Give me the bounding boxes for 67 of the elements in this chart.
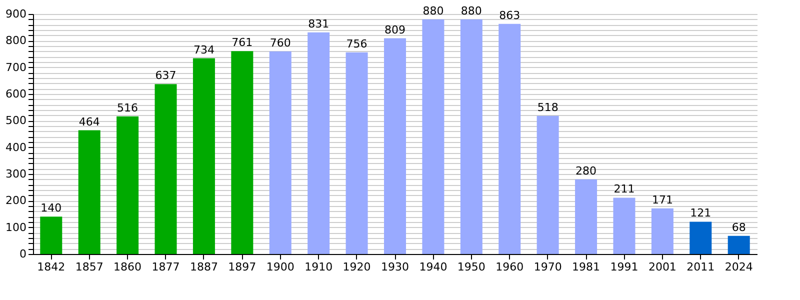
x-tick-label: 1981 bbox=[572, 260, 600, 274]
x-tick-label: 1930 bbox=[381, 260, 409, 274]
x-tick-label: 1897 bbox=[228, 260, 256, 274]
data-label: 863 bbox=[499, 8, 520, 22]
y-tick-label: 500 bbox=[6, 114, 26, 128]
data-label: 140 bbox=[40, 202, 62, 215]
x-tick-label: 1991 bbox=[610, 260, 638, 274]
data-label: 761 bbox=[232, 36, 253, 50]
data-label: 516 bbox=[117, 101, 138, 114]
y-tick-label: 300 bbox=[6, 168, 26, 180]
bar bbox=[116, 116, 139, 254]
x-tick-label: 2011 bbox=[686, 260, 715, 274]
data-label: 211 bbox=[614, 182, 635, 196]
y-tick-label: 100 bbox=[6, 220, 26, 234]
x-tick-label: 1970 bbox=[534, 260, 562, 274]
x-tick-label: 2001 bbox=[648, 260, 676, 274]
x-tick-label: 2024 bbox=[724, 260, 753, 274]
x-tick-label: 1887 bbox=[190, 260, 218, 274]
bar bbox=[308, 32, 330, 254]
bar bbox=[384, 38, 406, 254]
bar bbox=[498, 24, 521, 254]
data-label: 637 bbox=[155, 69, 176, 82]
data-label: 464 bbox=[78, 115, 100, 128]
x-tick-label: 1920 bbox=[342, 260, 371, 274]
bar bbox=[613, 198, 636, 254]
x-tick-label: 1842 bbox=[37, 260, 66, 274]
bar bbox=[78, 130, 100, 254]
bar bbox=[40, 216, 62, 254]
bar bbox=[728, 236, 750, 254]
x-tick-label: 1900 bbox=[266, 260, 294, 274]
x-tick-label: 1950 bbox=[457, 260, 486, 274]
bar bbox=[192, 58, 215, 254]
x-tick-label: 1910 bbox=[304, 260, 333, 274]
y-tick-label: 0 bbox=[20, 248, 26, 260]
bar bbox=[690, 222, 712, 254]
bar bbox=[154, 84, 177, 254]
y-tick-label: 600 bbox=[6, 88, 26, 100]
data-label: 734 bbox=[193, 43, 214, 56]
x-tick-label: 1940 bbox=[419, 260, 448, 274]
data-label: 880 bbox=[460, 4, 482, 18]
data-label: 280 bbox=[576, 164, 597, 178]
bar bbox=[651, 208, 674, 254]
data-label: 760 bbox=[270, 36, 291, 50]
y-tick-label: 200 bbox=[6, 194, 26, 208]
data-label: 518 bbox=[537, 100, 558, 114]
data-label: 831 bbox=[308, 17, 330, 30]
data-label: 121 bbox=[690, 206, 712, 220]
y-tick-label: 800 bbox=[6, 34, 26, 48]
data-label: 880 bbox=[422, 4, 444, 18]
x-tick-label: 1857 bbox=[75, 260, 104, 274]
bar bbox=[422, 19, 444, 254]
data-label: 171 bbox=[652, 193, 673, 206]
data-label: 756 bbox=[346, 37, 368, 50]
bar bbox=[460, 19, 482, 254]
x-tick-label: 1860 bbox=[114, 260, 142, 274]
bar bbox=[346, 52, 368, 254]
data-label: 68 bbox=[732, 220, 746, 234]
data-label: 809 bbox=[384, 23, 406, 36]
x-tick-label: 1877 bbox=[152, 260, 180, 274]
bar bbox=[536, 116, 559, 254]
bar bbox=[269, 51, 292, 254]
y-tick-label: 400 bbox=[6, 140, 26, 154]
y-tick-label: 700 bbox=[6, 60, 26, 74]
x-tick-label: 1960 bbox=[496, 260, 524, 274]
bar bbox=[575, 179, 598, 254]
bar bbox=[231, 51, 254, 254]
y-tick-label: 900 bbox=[6, 8, 26, 20]
